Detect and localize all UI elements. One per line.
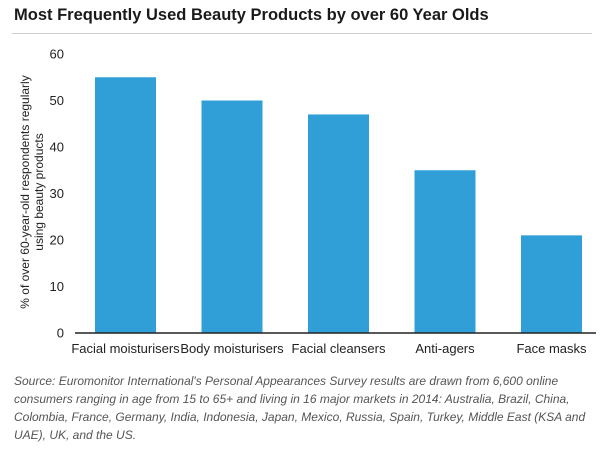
- x-tick-label: Face masks: [516, 341, 587, 356]
- title-divider: [12, 33, 592, 34]
- y-axis-label-line-2: using beauty products: [32, 133, 46, 250]
- y-tick-label: 30: [50, 186, 64, 201]
- bar: [521, 235, 582, 333]
- x-tick-label: Facial moisturisers: [71, 341, 180, 356]
- y-tick-labels: 0 10 20 30 40 50 60: [50, 47, 64, 341]
- bar: [414, 170, 476, 333]
- bar: [308, 114, 369, 333]
- x-tick-label: Facial cleansers: [292, 341, 386, 356]
- x-tick-label: Body moisturisers: [180, 341, 284, 356]
- y-tick-label: 50: [50, 93, 64, 108]
- source-note: Source: Euromonitor International's Pers…: [14, 374, 586, 442]
- y-tick-label: 0: [57, 326, 64, 341]
- bar-chart: % of over 60-year-old respondents regula…: [18, 47, 596, 356]
- y-axis-label-line-1: % of over 60-year-old respondents regula…: [18, 75, 32, 308]
- bar: [95, 77, 156, 333]
- bar: [201, 100, 263, 333]
- x-tick-labels: Facial moisturisers Body moisturisers Faci…: [71, 341, 587, 356]
- bars: [95, 77, 582, 333]
- chart-title: Most Frequently Used Beauty Products by …: [14, 6, 489, 24]
- y-tick-label: 10: [50, 279, 64, 294]
- y-tick-label: 20: [50, 233, 64, 248]
- y-tick-label: 40: [50, 140, 64, 155]
- y-tick-label: 60: [50, 47, 64, 62]
- x-tick-label: Anti-agers: [415, 341, 475, 356]
